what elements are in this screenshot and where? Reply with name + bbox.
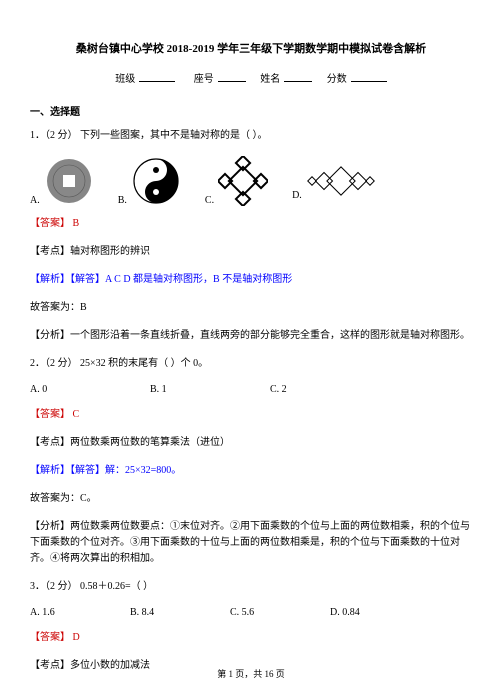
q1-explain3: 【分析】一个图形沿着一条直线折叠，直线两旁的部分能够完全重合，这样的图形就是轴对… [30,328,472,344]
diamond-pattern-icon [306,161,376,201]
score-blank [351,70,387,82]
class-blank [139,70,175,82]
q1-explain1: 【解析】【解答】A C D 都是轴对称图形，B 不是轴对称图形 [30,272,472,288]
seat-blank [218,70,246,82]
q2-keypoint: 【考点】两位数乘两位数的笔算乘法（进位） [30,435,472,451]
q3-stem: 3．（2 分） 0.58＋0.26=（ ） [30,579,472,595]
q1-keypoint: 【考点】轴对称图形的辨识 [30,244,472,260]
q3-answer: 【答案】 D [30,630,472,646]
q1-opt-d-label: D. [292,190,302,201]
q3-opt-d: D. 0.84 [330,607,430,618]
q1-opt-a: A. [30,156,94,206]
q1-answer: 【答案】 B [30,216,472,232]
q1-opt-d: D. [292,161,376,201]
exam-title: 桑树台镇中心学校 2018-2019 学年三年级下学期数学期中模拟试卷含解析 [30,40,472,56]
class-label: 班级 [115,74,135,85]
q2-explain3: 【分析】两位数乘两位数要点：①末位对齐。②用下面乘数的个位与上面的两位数相乘，积… [30,519,472,567]
student-fields: 班级 座号 姓名 分数 [30,70,472,85]
q2-opt-c: C. 2 [270,384,390,395]
q3-opt-b: B. 8.4 [130,607,230,618]
q1-opt-c: C. [205,156,268,206]
q2-opt-a: A. 0 [30,384,150,395]
q1-explain2: 故答案为：B [30,300,472,316]
q2-answer: 【答案】 C [30,407,472,423]
q2-explain1: 【解析】【解答】解：25×32=800。 [30,463,472,479]
knot-icon [218,156,268,206]
q1-opt-c-label: C. [205,195,214,206]
coin-icon [44,156,94,206]
page-footer: 第 1 页，共 16 页 [0,667,502,680]
section-1-heading: 一、选择题 [30,103,472,118]
q3-opt-a: A. 1.6 [30,607,130,618]
q2-stem: 2．（2 分） 25×32 积的末尾有（ ）个 0。 [30,356,472,372]
q2-opt-b: B. 1 [150,384,270,395]
q2-explain2: 故答案为：C。 [30,491,472,507]
q1-stem: 1．（2 分） 下列一些图案，其中不是轴对称的是（ ）。 [30,128,472,144]
name-blank [284,70,312,82]
q1-opt-a-label: A. [30,195,40,206]
q1-options: A. B. C. [30,156,472,206]
score-label: 分数 [327,74,347,85]
q3-opt-c: C. 5.6 [230,607,330,618]
yinyang-icon [131,156,181,206]
q1-opt-b: B. [118,156,181,206]
q2-options: A. 0 B. 1 C. 2 [30,384,472,395]
q3-options: A. 1.6 B. 8.4 C. 5.6 D. 0.84 [30,607,472,618]
seat-label: 座号 [194,74,214,85]
q1-opt-b-label: B. [118,195,127,206]
name-label: 姓名 [260,74,280,85]
